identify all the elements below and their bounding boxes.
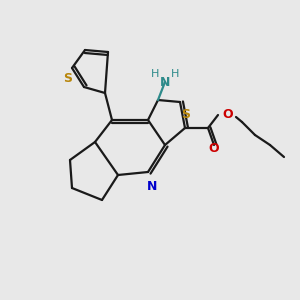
Text: H: H [151, 69, 159, 79]
Text: O: O [223, 109, 233, 122]
Text: N: N [160, 76, 170, 88]
Text: H: H [171, 69, 179, 79]
Text: O: O [209, 142, 219, 155]
Text: S: S [64, 71, 73, 85]
Text: N: N [147, 181, 157, 194]
Text: S: S [182, 107, 190, 121]
